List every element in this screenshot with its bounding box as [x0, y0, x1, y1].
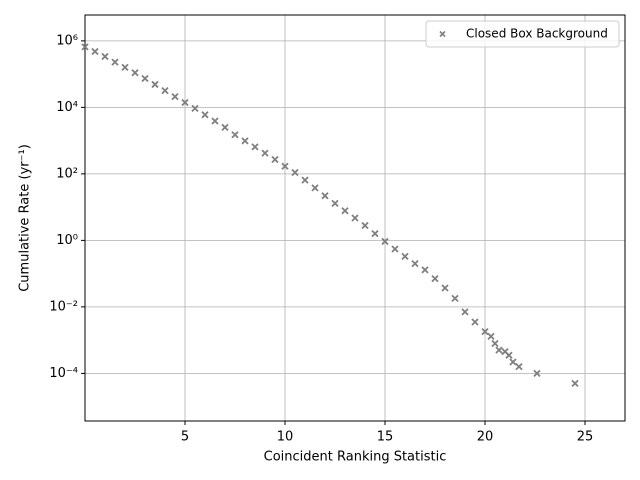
marker: [251, 143, 259, 151]
marker: [371, 229, 379, 238]
marker: [495, 346, 503, 354]
legend-box: [425, 20, 620, 48]
marker: [241, 137, 249, 145]
marker: [471, 318, 479, 326]
marker: [81, 43, 89, 51]
legend-label: Closed Box Background: [466, 27, 608, 41]
marker: [481, 328, 489, 336]
marker: [361, 221, 369, 230]
y-tick-label: 10⁻⁴: [49, 366, 78, 381]
y-tick-label: 10⁶: [56, 33, 78, 48]
marker: [311, 184, 319, 192]
marker: [491, 339, 499, 348]
marker: [151, 80, 159, 89]
marker: [231, 131, 239, 139]
x-tick-label: 5: [181, 430, 189, 445]
marker: [505, 351, 513, 359]
x-tick-label: 25: [577, 430, 594, 445]
y-tick-label: 10⁴: [56, 100, 78, 115]
marker: [221, 123, 229, 132]
x-tick-label: 20: [477, 430, 494, 445]
marker: [487, 332, 495, 340]
marker: [271, 155, 279, 164]
marker: [351, 214, 359, 222]
marker: [411, 259, 419, 268]
x-axis-label: Coincident Ranking Statistic: [264, 450, 447, 465]
marker: [461, 308, 469, 316]
marker: [121, 63, 129, 71]
marker: [91, 47, 99, 56]
marker: [181, 98, 189, 107]
marker: [381, 237, 389, 246]
marker: [571, 379, 579, 388]
marker: [291, 168, 299, 177]
legend-marker: [439, 30, 446, 38]
y-tick-label: 10²: [56, 166, 78, 181]
marker: [341, 207, 349, 215]
marker: [131, 69, 139, 77]
marker: [141, 74, 149, 83]
x-tick-label: 10: [277, 430, 294, 445]
marker: [391, 245, 399, 253]
plot-frame: [84, 14, 626, 422]
y-axis-label: Cumulative Rate (yr⁻¹): [18, 144, 33, 292]
marker: [201, 111, 209, 119]
marker: [101, 52, 109, 61]
marker: [321, 192, 329, 200]
marker: [281, 162, 289, 170]
marker: [421, 266, 429, 274]
x-tick-label: 15: [377, 430, 394, 445]
y-tick-label: 10⁰: [56, 233, 78, 248]
marker: [331, 199, 339, 207]
marker: [301, 176, 309, 184]
marker: [431, 274, 439, 283]
marker: [533, 369, 541, 378]
marker: [111, 58, 119, 66]
marker: [171, 93, 179, 101]
marker: [441, 284, 449, 292]
marker: [191, 104, 199, 113]
marker: [451, 294, 459, 303]
marker: [161, 86, 169, 95]
marker: [211, 117, 219, 125]
y-tick-label: 10⁻²: [49, 299, 78, 314]
marker: [515, 362, 523, 371]
marker: [509, 358, 517, 366]
marker: [261, 149, 269, 157]
marker: [401, 252, 409, 261]
